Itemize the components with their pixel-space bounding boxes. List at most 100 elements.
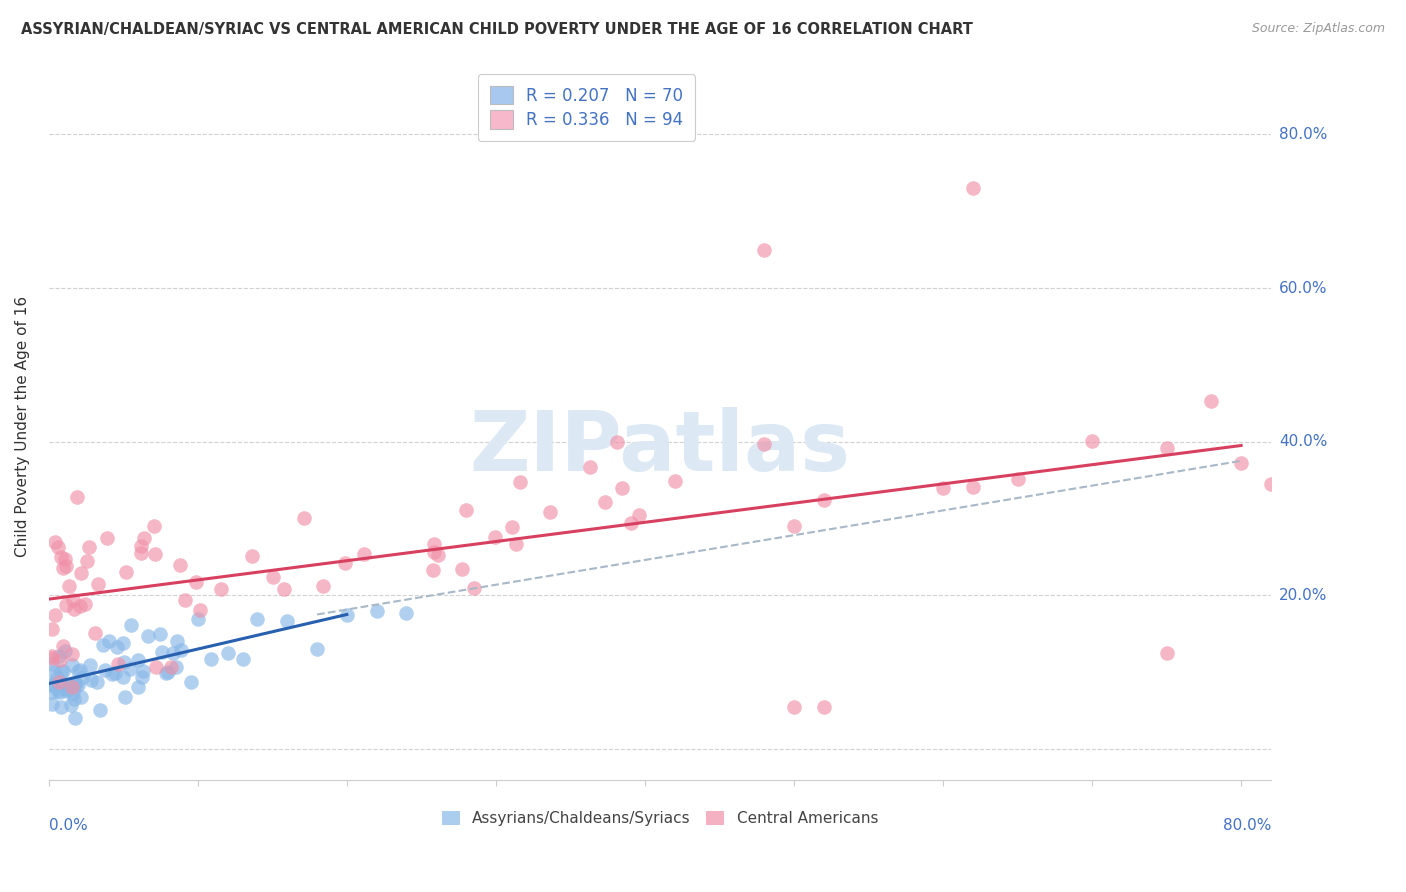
Point xyxy=(51,639,73,653)
Point xyxy=(44,607,66,622)
Point xyxy=(41,685,63,699)
Point xyxy=(231,652,253,666)
Point xyxy=(209,582,232,596)
Point xyxy=(111,636,134,650)
Point xyxy=(620,516,643,530)
Point xyxy=(169,558,191,572)
Point xyxy=(114,565,136,579)
Text: 80.0%: 80.0% xyxy=(1279,127,1327,142)
Point xyxy=(131,665,153,679)
Point xyxy=(70,690,93,704)
Point xyxy=(41,657,63,671)
Point xyxy=(451,562,474,576)
Point xyxy=(46,684,69,698)
Point xyxy=(1081,434,1104,448)
Point xyxy=(240,549,263,563)
Point xyxy=(1156,646,1178,660)
Point xyxy=(538,505,561,519)
Point xyxy=(579,459,602,474)
Point xyxy=(86,675,108,690)
Point xyxy=(41,678,63,692)
Point xyxy=(65,678,87,692)
Point xyxy=(53,643,76,657)
Point xyxy=(69,599,91,613)
Point xyxy=(55,558,77,573)
Y-axis label: Child Poverty Under the Age of 16: Child Poverty Under the Age of 16 xyxy=(15,296,30,557)
Point xyxy=(46,541,69,555)
Point xyxy=(66,664,89,678)
Text: 40.0%: 40.0% xyxy=(1279,434,1327,450)
Point xyxy=(41,651,63,665)
Point xyxy=(505,537,527,551)
Text: 60.0%: 60.0% xyxy=(1279,281,1327,295)
Point xyxy=(111,670,134,684)
Point xyxy=(366,604,388,618)
Point xyxy=(1156,442,1178,456)
Point xyxy=(60,698,83,712)
Point xyxy=(422,563,444,577)
Point xyxy=(42,665,65,679)
Point xyxy=(132,531,155,545)
Point xyxy=(627,508,650,522)
Point xyxy=(752,436,775,450)
Point xyxy=(273,582,295,597)
Point xyxy=(129,539,152,553)
Point xyxy=(127,653,149,667)
Point xyxy=(184,575,207,590)
Point xyxy=(120,618,142,632)
Point xyxy=(156,665,179,680)
Point xyxy=(75,598,97,612)
Point xyxy=(1260,476,1282,491)
Point xyxy=(813,493,835,508)
Point xyxy=(783,519,806,533)
Point xyxy=(162,646,184,660)
Point xyxy=(48,675,70,690)
Point xyxy=(41,623,63,637)
Point xyxy=(107,657,129,671)
Point xyxy=(49,685,72,699)
Point xyxy=(149,627,172,641)
Point xyxy=(932,481,955,495)
Point xyxy=(353,547,375,561)
Point xyxy=(118,662,141,676)
Point xyxy=(217,647,239,661)
Point xyxy=(49,665,72,679)
Point xyxy=(606,434,628,449)
Point xyxy=(98,633,121,648)
Point xyxy=(131,546,153,560)
Point xyxy=(67,678,90,692)
Point xyxy=(142,518,165,533)
Point xyxy=(166,634,188,648)
Text: 0.0%: 0.0% xyxy=(49,819,87,833)
Legend: Assyrians/Chaldeans/Syriacs, Central Americans: Assyrians/Chaldeans/Syriacs, Central Ame… xyxy=(436,805,884,832)
Point xyxy=(114,690,136,705)
Point xyxy=(423,537,446,551)
Point xyxy=(423,545,446,559)
Point xyxy=(69,663,91,677)
Point xyxy=(170,642,193,657)
Point xyxy=(91,639,114,653)
Point xyxy=(276,615,298,629)
Point xyxy=(160,660,183,674)
Point xyxy=(62,686,84,700)
Point xyxy=(63,676,86,690)
Point xyxy=(395,606,418,620)
Text: 80.0%: 80.0% xyxy=(1223,819,1271,833)
Point xyxy=(49,653,72,667)
Point xyxy=(131,670,153,684)
Point xyxy=(180,675,202,690)
Point xyxy=(52,560,75,574)
Point xyxy=(76,554,98,568)
Point xyxy=(187,612,209,626)
Point xyxy=(66,490,89,504)
Point xyxy=(46,671,69,685)
Point xyxy=(62,601,84,615)
Point xyxy=(105,640,128,654)
Point xyxy=(60,647,83,661)
Point xyxy=(51,700,73,714)
Point xyxy=(752,243,775,257)
Point xyxy=(783,699,806,714)
Point xyxy=(112,656,135,670)
Point xyxy=(962,480,984,494)
Point xyxy=(52,665,75,679)
